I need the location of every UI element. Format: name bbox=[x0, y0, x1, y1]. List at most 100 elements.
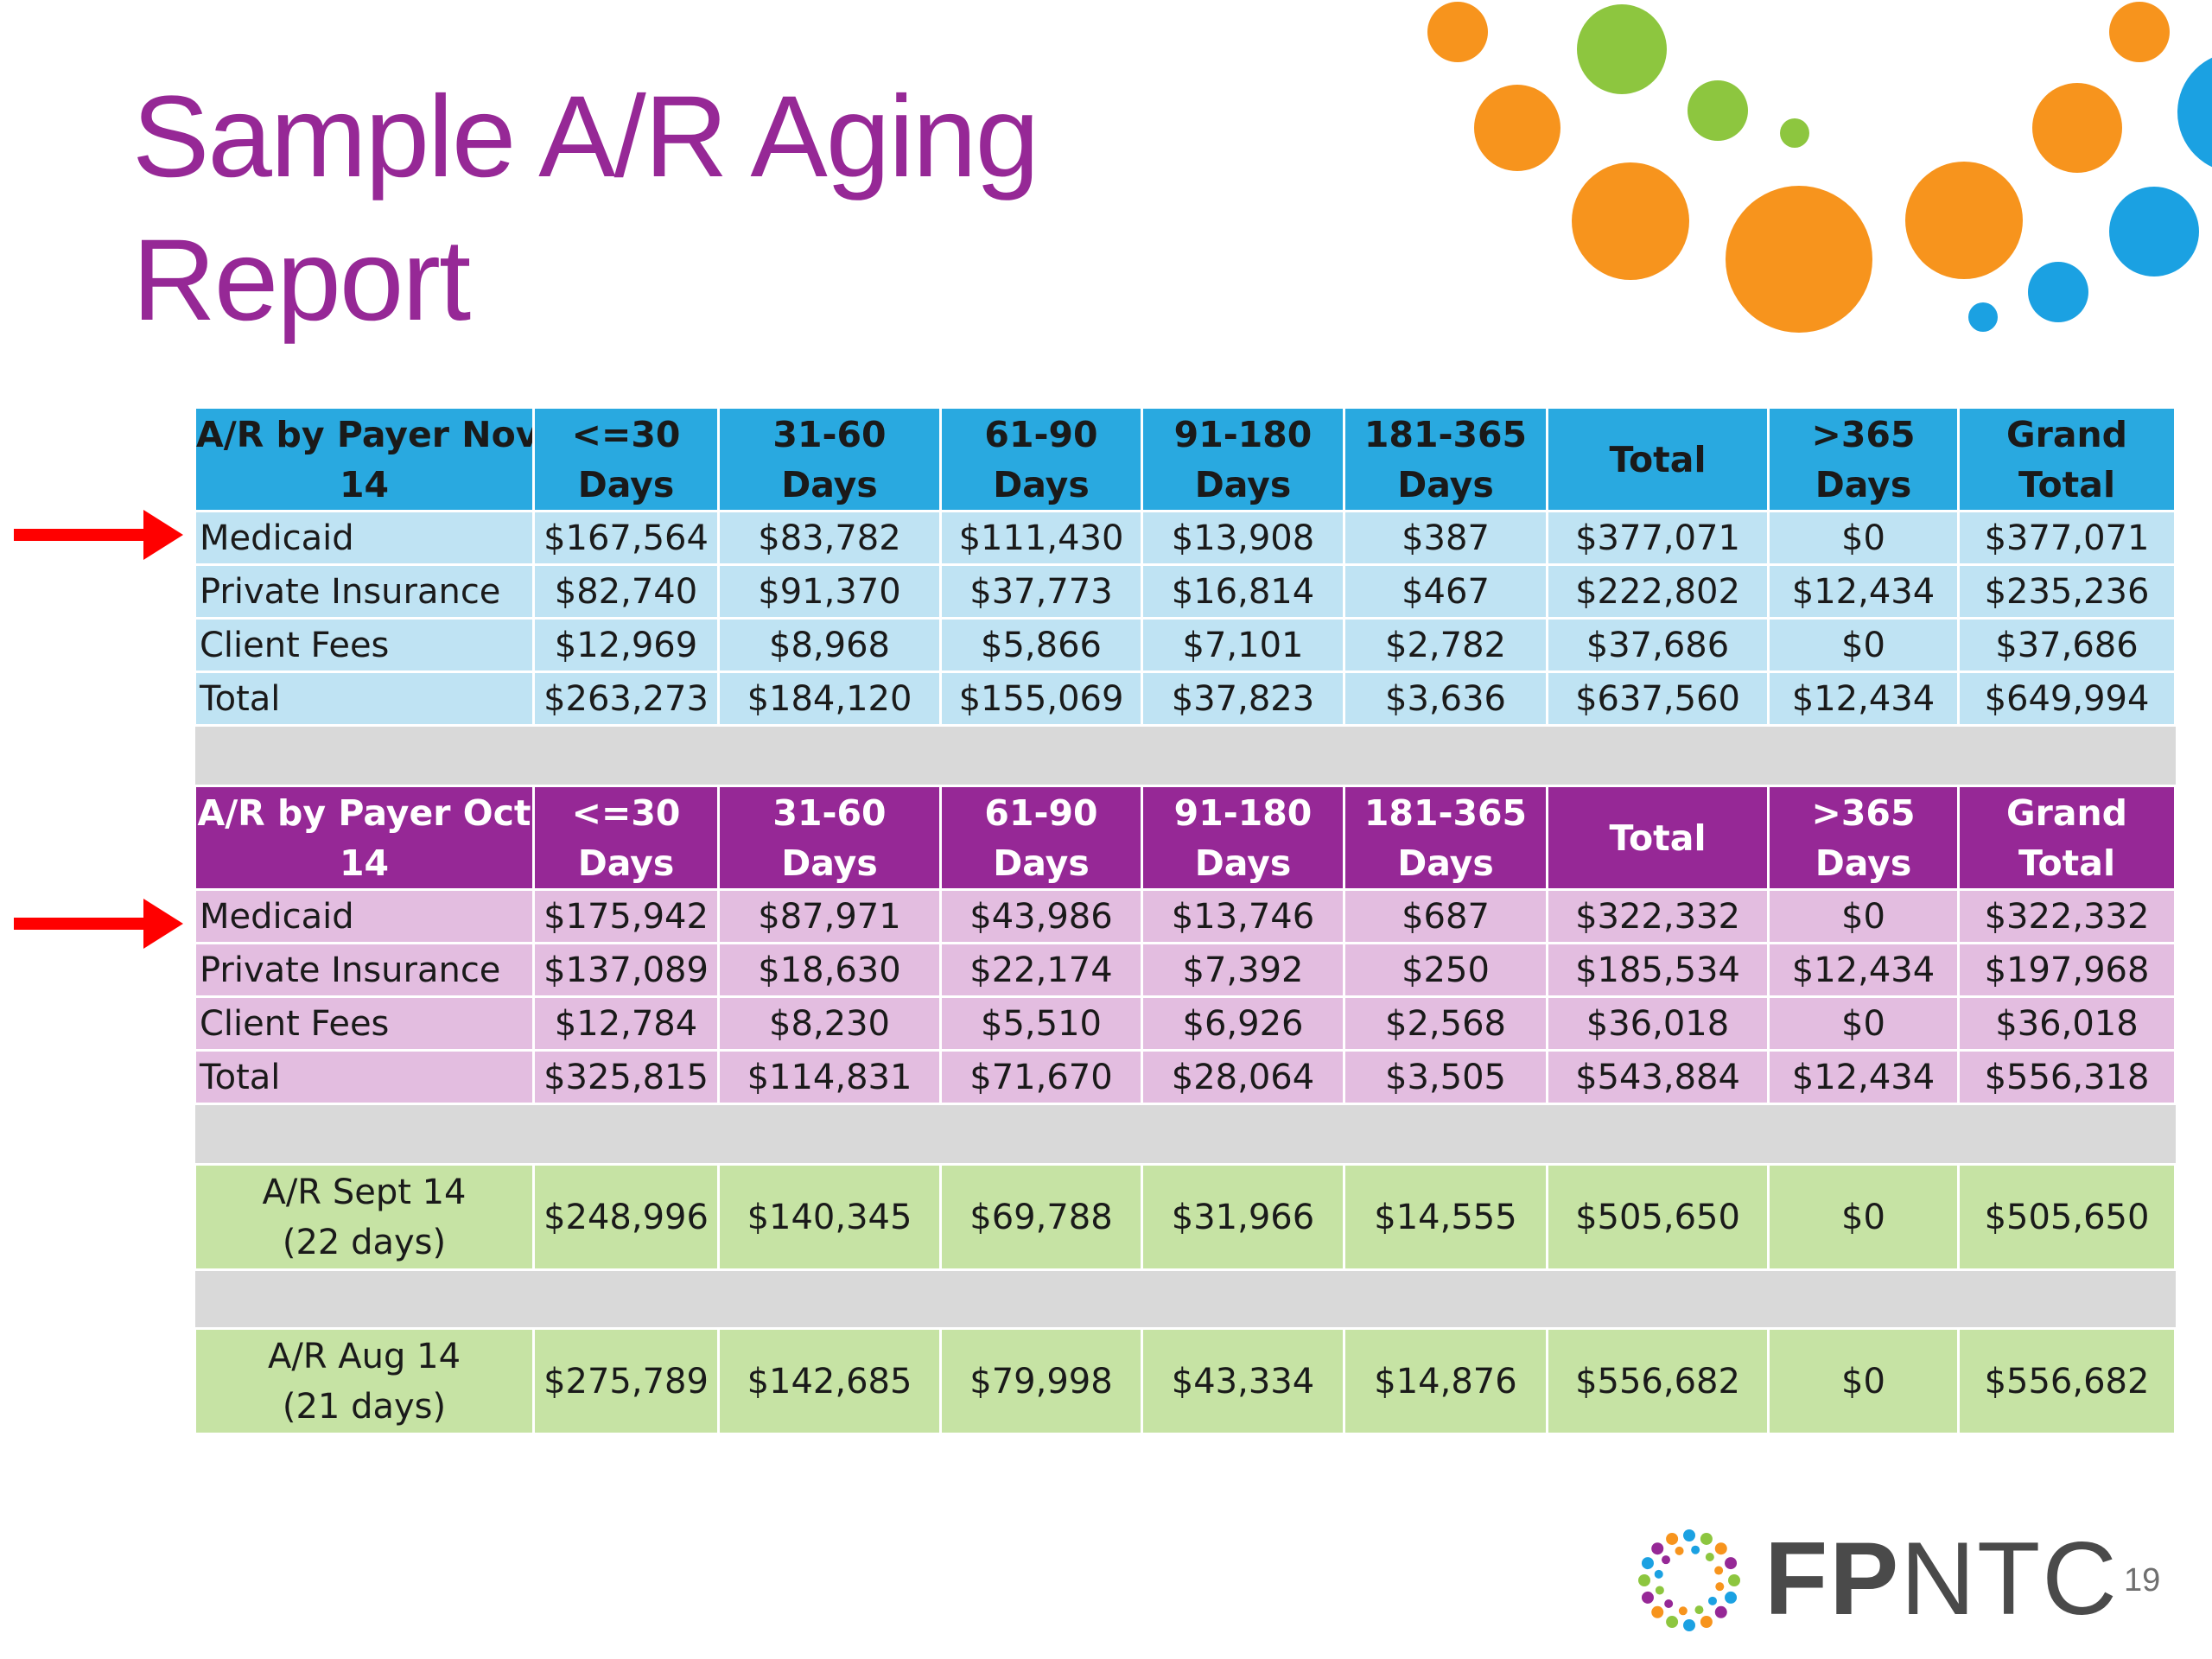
row-label: A/R Aug 14 (21 days) bbox=[194, 1327, 535, 1435]
logo-dot bbox=[1683, 1619, 1695, 1631]
column-header-line: 181-365 bbox=[1363, 413, 1528, 455]
table-cell: $250 bbox=[1343, 942, 1548, 998]
table-cell: $18,630 bbox=[717, 942, 942, 998]
table-row: Private Insurance $137,089 $18,630 $22,174 $… bbox=[194, 942, 2177, 998]
logo-dot bbox=[1678, 1606, 1688, 1616]
column-header-line: Days bbox=[1397, 463, 1494, 505]
decor-dot bbox=[2109, 2, 2170, 62]
table-cell: $83,782 bbox=[717, 510, 942, 566]
ar-aging-table: A/R by Payer Nov 14 <=30 Days 31-60 Days 61-90… bbox=[194, 406, 2177, 1435]
logo-dot bbox=[1641, 1591, 1654, 1604]
table-cell: $0 bbox=[1767, 1163, 1960, 1271]
table-cell: $137,089 bbox=[532, 942, 720, 998]
logo-dot bbox=[1683, 1529, 1695, 1541]
spacer-row bbox=[194, 1268, 2176, 1330]
table-cell: $140,345 bbox=[717, 1163, 942, 1271]
column-header-line: Days bbox=[781, 842, 878, 884]
table-cell: $377,071 bbox=[1546, 510, 1770, 566]
table-cell: $14,555 bbox=[1343, 1163, 1548, 1271]
column-header-line: 91-180 bbox=[1173, 413, 1313, 455]
spacer-cell bbox=[194, 1268, 2176, 1330]
column-header-line: Days bbox=[1194, 842, 1292, 884]
logo-dot bbox=[1664, 1599, 1674, 1608]
table-row: Client Fees $12,969 $8,968 $5,866 $7,101 $2,7… bbox=[194, 617, 2177, 673]
table-cell: $31,966 bbox=[1141, 1163, 1345, 1271]
table-cell: $2,782 bbox=[1343, 617, 1548, 673]
table-cell: $43,334 bbox=[1141, 1327, 1345, 1435]
logo-dot bbox=[1728, 1574, 1740, 1586]
table-cell: $0 bbox=[1767, 510, 1960, 566]
table-row: Medicaid $175,942 $87,971 $43,986 $13,746 $68… bbox=[194, 888, 2177, 944]
logo-dot bbox=[1651, 1605, 1664, 1618]
logo-dot bbox=[1725, 1591, 1738, 1604]
column-header-line: 61-90 bbox=[984, 413, 1098, 455]
table-cell: $12,434 bbox=[1767, 563, 1960, 620]
column-header-line: Days bbox=[993, 463, 1090, 505]
row-label: Private Insurance bbox=[194, 942, 535, 998]
decor-dot bbox=[1577, 4, 1667, 94]
decor-dot bbox=[1572, 162, 1689, 280]
column-header-line: 14 bbox=[339, 463, 390, 505]
table-cell: $37,686 bbox=[1546, 617, 1770, 673]
column-header-line: Total bbox=[2018, 463, 2115, 505]
table-cell: $248,996 bbox=[532, 1163, 720, 1271]
decorative-dots bbox=[1427, 2, 2212, 333]
table-cell: $71,670 bbox=[939, 1049, 1143, 1105]
column-header: A/R by Payer Nov 14 bbox=[194, 406, 535, 512]
column-header-line: A/R by Payer Oct bbox=[197, 791, 531, 834]
table-cell: $37,823 bbox=[1141, 671, 1345, 727]
table-row: Private Insurance $82,740 $91,370 $37,773 $1… bbox=[194, 563, 2177, 620]
column-header-line: 91-180 bbox=[1173, 791, 1313, 834]
column-header-line: Days bbox=[577, 463, 675, 505]
column-header: 31-60 Days bbox=[717, 785, 942, 891]
logo-dot bbox=[1654, 1569, 1663, 1579]
table-cell: $2,568 bbox=[1343, 995, 1548, 1052]
table-cell: $155,069 bbox=[939, 671, 1143, 727]
column-header: Grand Total bbox=[1957, 406, 2177, 512]
table-cell: $12,434 bbox=[1767, 942, 1960, 998]
row-label-line: (22 days) bbox=[282, 1222, 447, 1262]
table-row: Total $325,815 $114,831 $71,670 $28,064 $3,50… bbox=[194, 1049, 2177, 1105]
column-header-line: Days bbox=[1815, 463, 1912, 505]
table-cell: $263,273 bbox=[532, 671, 720, 727]
table-cell: $222,802 bbox=[1546, 563, 1770, 620]
logo-text-light: NTC bbox=[1900, 1521, 2119, 1637]
decor-dot bbox=[1780, 118, 1809, 148]
column-header: 31-60 Days bbox=[717, 406, 942, 512]
table-cell: $7,101 bbox=[1141, 617, 1345, 673]
logo-dot bbox=[1700, 1616, 1713, 1629]
table-cell: $69,788 bbox=[939, 1163, 1143, 1271]
column-header-line: 61-90 bbox=[984, 791, 1098, 834]
table-cell: $28,064 bbox=[1141, 1049, 1345, 1105]
column-header-line: Days bbox=[1815, 842, 1912, 884]
table-cell: $637,560 bbox=[1546, 671, 1770, 727]
row-label: Total bbox=[194, 671, 535, 727]
decor-dot bbox=[1688, 80, 1748, 141]
table-cell: $43,986 bbox=[939, 888, 1143, 944]
decor-dot bbox=[2177, 57, 2212, 168]
table-cell: $12,969 bbox=[532, 617, 720, 673]
decor-dot bbox=[2109, 187, 2199, 276]
logo-dot bbox=[1715, 1582, 1725, 1592]
column-header-line: Total bbox=[2018, 842, 2115, 884]
table-cell: $235,236 bbox=[1957, 563, 2177, 620]
row-label: Medicaid bbox=[194, 888, 535, 944]
logo-dot bbox=[1655, 1586, 1664, 1595]
header-row: A/R by Payer Oct 14 <=30 Days 31-60 Days 61-90… bbox=[194, 785, 2177, 891]
column-header-line: Days bbox=[993, 842, 1090, 884]
logo-dot bbox=[1714, 1566, 1724, 1575]
table-cell: $16,814 bbox=[1141, 563, 1345, 620]
decor-dot bbox=[1905, 162, 2023, 279]
table-cell: $36,018 bbox=[1546, 995, 1770, 1052]
column-header: Total bbox=[1546, 406, 1770, 512]
column-header: 181-365 Days bbox=[1343, 785, 1548, 891]
slide-title-line-1: Sample A/R Aging bbox=[132, 73, 1039, 201]
column-header-line: Total bbox=[1609, 438, 1707, 480]
column-header: <=30 Days bbox=[532, 406, 720, 512]
column-header-line: >365 bbox=[1811, 413, 1916, 455]
table-cell: $556,682 bbox=[1546, 1327, 1770, 1435]
logo-text-bold: FP bbox=[1764, 1521, 1901, 1637]
column-header-line: 31-60 bbox=[772, 791, 887, 834]
decor-dot bbox=[1726, 186, 1872, 333]
summary-row: A/R Sept 14 (22 days) $248,996 $140,345 $69,… bbox=[194, 1163, 2177, 1271]
